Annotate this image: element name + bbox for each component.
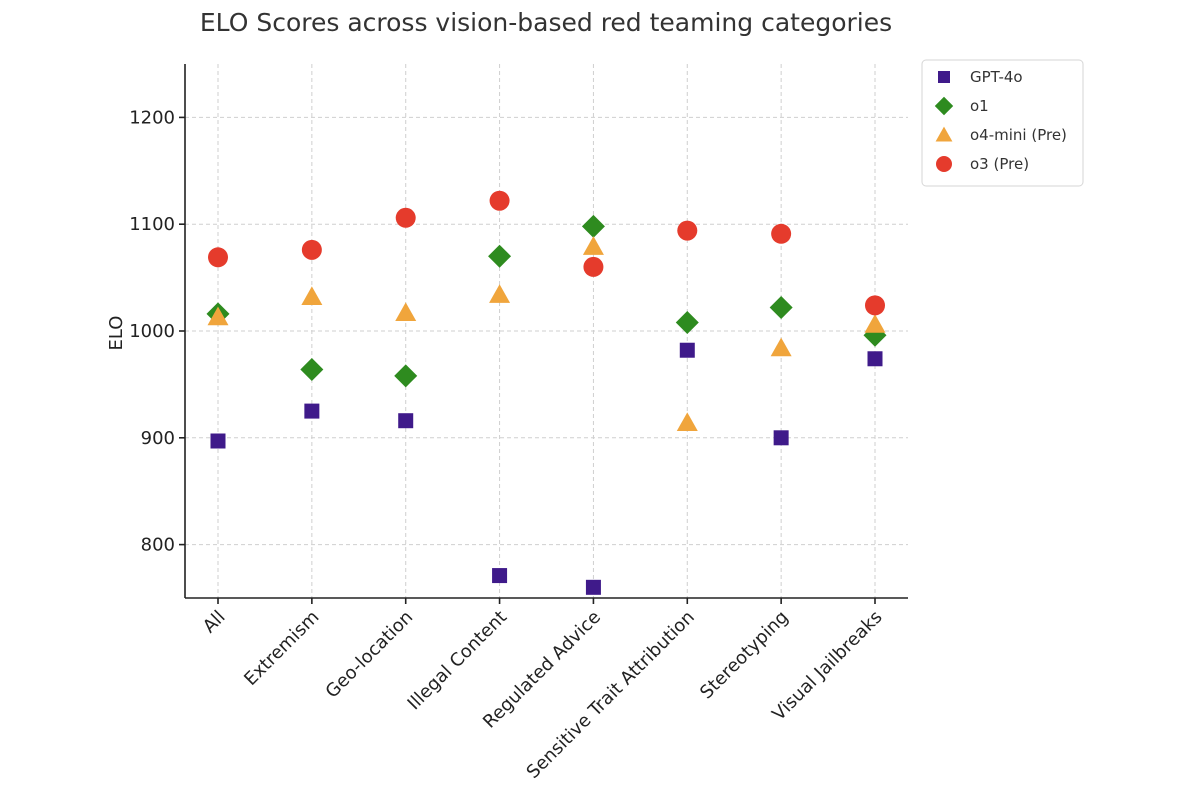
legend-marker xyxy=(935,126,953,142)
grid-layer xyxy=(185,64,908,598)
legend: GPT-4o o1 o4-mini (Pre) o3 (Pre) xyxy=(921,59,1084,187)
data-point-o1 xyxy=(675,310,699,334)
data-point-o1 xyxy=(488,244,512,268)
legend-label: GPT-4o xyxy=(970,68,1023,86)
x-tick-label: Sensitive Trait Attribution xyxy=(523,607,699,783)
x-tick-label: Extremism xyxy=(240,607,323,690)
y-tick-label: 1100 xyxy=(129,214,175,235)
legend-label: o1 xyxy=(970,97,989,115)
data-point-o3-pre xyxy=(677,220,698,241)
series-o4-mini-pre xyxy=(207,236,886,432)
data-point-o1 xyxy=(769,296,793,320)
data-point-o1 xyxy=(300,357,324,381)
y-tick-label: 1200 xyxy=(129,107,175,128)
data-point-o3-pre xyxy=(489,190,510,211)
series-o1 xyxy=(206,214,887,388)
data-point-o4-mini-pre xyxy=(864,314,886,333)
legend-label: o3 (Pre) xyxy=(970,155,1029,173)
data-point-o1 xyxy=(394,364,418,388)
series-gpt-4o xyxy=(210,342,883,595)
data-point-o1 xyxy=(581,214,605,238)
data-point-o3-pre xyxy=(395,207,416,228)
data-point-gpt-4o xyxy=(492,568,508,584)
chart-title: ELO Scores across vision-based red teami… xyxy=(200,8,892,37)
y-tick-label: 1000 xyxy=(129,321,175,342)
legend-marker xyxy=(938,71,950,83)
data-point-o3-pre xyxy=(583,256,604,277)
x-tick-label: Geo-location xyxy=(322,607,418,703)
data-point-o4-mini-pre xyxy=(395,302,417,322)
data-point-o4-mini-pre xyxy=(489,284,511,303)
data-point-o4-mini-pre xyxy=(301,286,323,306)
y-tick-label: 900 xyxy=(141,428,175,449)
data-point-o4-mini-pre xyxy=(770,337,792,357)
data-point-o3-pre xyxy=(301,239,322,260)
x-tick-label: Illegal Content xyxy=(404,607,512,715)
y-tick-label: 800 xyxy=(141,535,175,556)
x-tick-label: Stereotyping xyxy=(696,607,793,704)
data-point-o3-pre xyxy=(208,247,228,268)
data-point-gpt-4o xyxy=(867,351,883,367)
legend-marker xyxy=(936,156,952,172)
data-point-gpt-4o xyxy=(679,342,695,358)
data-point-gpt-4o xyxy=(210,433,226,449)
ticks-layer: 800 900 1000 1100 1200 All ExtremismGeo-locati… xyxy=(129,107,886,782)
data-point-o4-mini-pre xyxy=(582,236,604,255)
data-point-gpt-4o xyxy=(585,579,601,595)
data-point-o3-pre xyxy=(865,295,885,316)
data-point-gpt-4o xyxy=(304,403,320,419)
data-point-o4-mini-pre xyxy=(207,306,229,326)
legend-marker xyxy=(934,96,954,116)
points-layer xyxy=(206,190,887,595)
data-point-gpt-4o xyxy=(398,413,414,429)
data-point-o3-pre xyxy=(771,223,792,244)
data-point-o4-mini-pre xyxy=(676,412,698,432)
x-tick-label: All xyxy=(199,607,230,638)
data-point-gpt-4o xyxy=(773,430,789,446)
legend-label: o4-mini (Pre) xyxy=(970,126,1067,144)
series-o3-pre xyxy=(208,190,885,316)
legend-box xyxy=(921,59,1084,187)
y-axis-label: ELO xyxy=(106,316,127,351)
